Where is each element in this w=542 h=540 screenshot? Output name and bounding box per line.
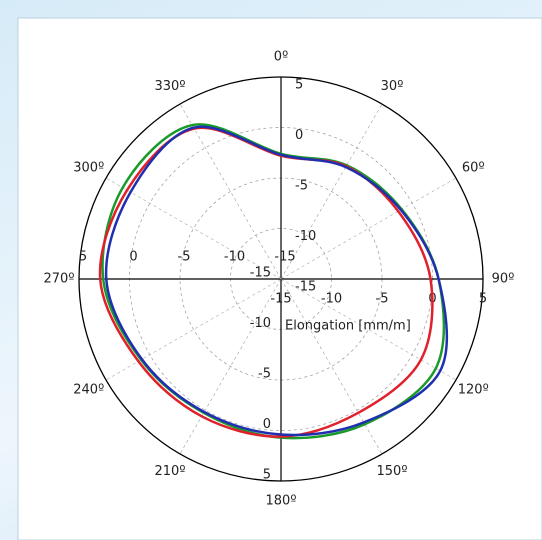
spoke — [105, 278, 282, 381]
r-tick-label: 0 — [263, 417, 271, 432]
r-tick-label: -15 — [274, 250, 295, 265]
angle-label: 30º — [381, 79, 404, 94]
r-tick-label: -5 — [376, 292, 389, 307]
r-tick-label: 0 — [295, 128, 303, 143]
spoke — [179, 278, 282, 455]
angle-label: 60º — [462, 161, 485, 176]
r-tick-label: -15 — [250, 266, 271, 281]
r-tick-label: 0 — [129, 250, 137, 265]
angle-label: 210º — [155, 464, 186, 479]
r-tick-label: -5 — [258, 367, 271, 382]
r-tick-label: -5 — [178, 250, 191, 265]
r-tick-label: 5 — [79, 250, 87, 265]
r-tick-label: 5 — [479, 292, 487, 307]
spoke — [179, 103, 282, 280]
angle-label: 270º — [44, 272, 75, 287]
r-tick-label: -10 — [250, 316, 271, 331]
angle-label: 150º — [377, 464, 408, 479]
angle-label: 0º — [274, 50, 288, 65]
r-tick-label: -5 — [295, 179, 308, 194]
angle-label: 240º — [73, 383, 104, 398]
r-tick-label: -10 — [295, 229, 316, 244]
axis-label: Elongation [mm/m] — [285, 319, 411, 334]
spoke — [105, 177, 282, 280]
angle-label: 120º — [458, 383, 489, 398]
series-line — [98, 126, 434, 438]
angle-label: 180º — [266, 494, 297, 509]
r-tick-label: 5 — [295, 78, 303, 93]
r-tick-label: -10 — [224, 250, 245, 265]
spoke — [280, 103, 383, 280]
spoke — [280, 278, 457, 381]
angle-label: 90º — [492, 272, 515, 287]
r-tick-label: 5 — [263, 468, 271, 483]
r-tick-label: -15 — [295, 280, 316, 295]
r-tick-label: -10 — [321, 292, 342, 307]
angle-label: 330º — [155, 79, 186, 94]
angle-label: 300º — [73, 161, 104, 176]
series-line — [104, 125, 449, 437]
spoke — [280, 177, 457, 280]
r-tick-label: -15 — [270, 292, 291, 307]
